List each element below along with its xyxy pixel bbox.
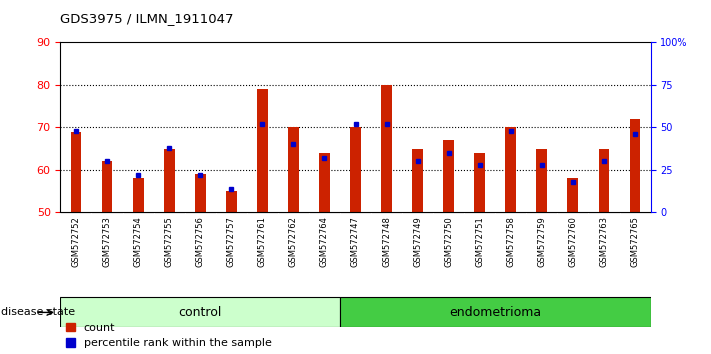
Text: GSM572763: GSM572763 <box>599 216 609 267</box>
Bar <box>630 119 641 212</box>
Bar <box>319 153 330 212</box>
Bar <box>226 191 237 212</box>
Text: GSM572762: GSM572762 <box>289 216 298 267</box>
Text: GSM572749: GSM572749 <box>413 216 422 267</box>
Bar <box>599 149 609 212</box>
Text: GSM572751: GSM572751 <box>475 216 484 267</box>
Bar <box>412 149 423 212</box>
Bar <box>133 178 144 212</box>
Text: GSM572760: GSM572760 <box>568 216 577 267</box>
Text: GSM572758: GSM572758 <box>506 216 515 267</box>
Text: GSM572750: GSM572750 <box>444 216 453 267</box>
Text: GSM572755: GSM572755 <box>165 216 173 267</box>
Text: GSM572765: GSM572765 <box>631 216 639 267</box>
Bar <box>474 153 485 212</box>
Text: GSM572752: GSM572752 <box>72 216 80 267</box>
Text: GSM572756: GSM572756 <box>196 216 205 267</box>
Text: GSM572764: GSM572764 <box>320 216 329 267</box>
Bar <box>257 89 268 212</box>
Bar <box>536 149 547 212</box>
Text: GSM572748: GSM572748 <box>382 216 391 267</box>
Text: GDS3975 / ILMN_1911047: GDS3975 / ILMN_1911047 <box>60 12 234 25</box>
Bar <box>567 178 578 212</box>
Bar <box>340 297 651 327</box>
Bar <box>195 174 205 212</box>
Text: GSM572757: GSM572757 <box>227 216 236 267</box>
Text: GSM572754: GSM572754 <box>134 216 143 267</box>
Text: endometrioma: endometrioma <box>449 306 541 319</box>
Bar <box>102 161 112 212</box>
Bar <box>164 149 175 212</box>
Bar <box>443 140 454 212</box>
Bar <box>288 127 299 212</box>
Bar <box>70 132 81 212</box>
Text: disease state: disease state <box>1 307 75 318</box>
Bar <box>506 127 516 212</box>
Bar <box>60 297 340 327</box>
Text: GSM572759: GSM572759 <box>538 216 546 267</box>
Text: GSM572761: GSM572761 <box>258 216 267 267</box>
Text: GSM572753: GSM572753 <box>102 216 112 267</box>
Text: control: control <box>178 306 222 319</box>
Legend: count, percentile rank within the sample: count, percentile rank within the sample <box>66 322 272 348</box>
Bar <box>350 127 361 212</box>
Text: GSM572747: GSM572747 <box>351 216 360 267</box>
Bar <box>381 85 392 212</box>
